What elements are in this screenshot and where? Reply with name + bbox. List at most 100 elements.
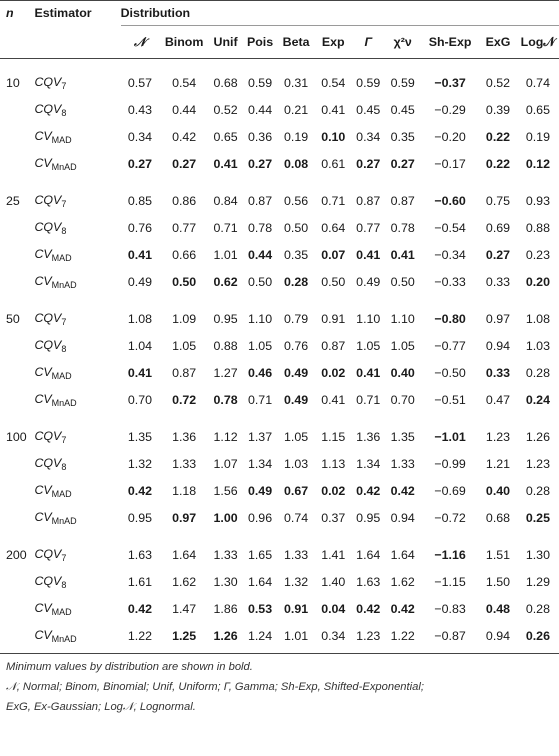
- value-cell: 0.53: [247, 601, 273, 616]
- value-cell: −0.50: [434, 365, 466, 380]
- value-cell: 0.42: [390, 483, 415, 498]
- value-cell: 1.41: [321, 547, 346, 562]
- value-cell: 0.02: [321, 483, 346, 498]
- n-cell: 50: [6, 311, 20, 326]
- value-cell: 0.40: [485, 483, 511, 498]
- estimator-name: CV: [34, 627, 52, 642]
- n-cell: [0, 450, 34, 477]
- table-row: 10 CQV7 0.57 0.54 0.68 0.59 0.31 0.54 0.59 0.59 −0…: [0, 69, 559, 96]
- value-cell: 0.33: [485, 365, 511, 380]
- table-row: 100 CQV7 1.35 1.36 1.12 1.37 1.05 1.15 1.36 1.35 −…: [0, 423, 559, 450]
- value-cell: 0.79: [284, 311, 309, 326]
- estimator-cell: CVMAD: [34, 359, 120, 386]
- value-cell: 0.24: [525, 392, 550, 407]
- n-cell: [0, 595, 34, 622]
- value-cell: 1.26: [525, 429, 550, 444]
- value-cell: 0.42: [172, 129, 197, 144]
- value-cell: 1.36: [172, 429, 197, 444]
- n-cell: [0, 268, 34, 295]
- value-cell: 0.93: [525, 193, 550, 208]
- value-cell: 0.10: [321, 129, 346, 144]
- value-cell: 1.23: [356, 628, 381, 643]
- value-cell: 0.59: [356, 75, 381, 90]
- value-cell: 0.88: [213, 338, 238, 353]
- value-cell: 1.21: [485, 456, 511, 471]
- n-cell: [0, 568, 34, 595]
- column-header: ExG: [479, 25, 517, 59]
- value-cell: 0.41: [213, 156, 238, 171]
- value-cell: 1.64: [172, 547, 197, 562]
- value-cell: 0.95: [356, 510, 381, 525]
- value-cell: 0.78: [213, 392, 238, 407]
- estimator-subscript: 7: [61, 434, 67, 445]
- value-cell: −1.15: [434, 574, 466, 589]
- value-cell: 0.52: [485, 75, 511, 90]
- value-cell: 0.56: [284, 193, 309, 208]
- value-cell: 0.68: [485, 510, 511, 525]
- table-row: CQV8 1.61 1.62 1.30 1.64 1.32 1.40 1.63 1.62 −1.1…: [0, 568, 559, 595]
- footnote-line-2: 𝒩, Normal; Binom, Binomial; Unif, Unifor…: [6, 681, 424, 693]
- value-cell: 0.35: [390, 129, 415, 144]
- estimator-name: CQV: [34, 74, 62, 89]
- value-cell: 0.27: [390, 156, 415, 171]
- estimator-cell: CQV8: [34, 450, 120, 477]
- value-cell: 0.35: [284, 247, 309, 262]
- value-cell: 1.30: [525, 547, 550, 562]
- estimator-name: CQV: [34, 219, 62, 234]
- estimator-name: CQV: [34, 573, 62, 588]
- estimator-subscript: MnAD: [51, 279, 77, 290]
- value-cell: 1.33: [390, 456, 415, 471]
- estimator-subscript: 8: [61, 343, 67, 354]
- value-cell: 1.27: [213, 365, 238, 380]
- column-header: Γ: [352, 25, 385, 59]
- value-cell: 1.22: [390, 628, 415, 643]
- table-row: CVMnAD 0.27 0.27 0.41 0.27 0.08 0.61 0.27 0.27 −0…: [0, 150, 559, 177]
- value-cell: 0.46: [247, 365, 273, 380]
- value-cell: 0.67: [284, 483, 309, 498]
- value-cell: 0.76: [284, 338, 309, 353]
- value-cell: 0.71: [213, 220, 238, 235]
- value-cell: 1.62: [172, 574, 197, 589]
- value-cell: −0.80: [434, 311, 466, 326]
- value-cell: 0.52: [213, 102, 238, 117]
- value-cell: 1.64: [247, 574, 273, 589]
- estimator-name: CV: [34, 600, 52, 615]
- value-cell: 0.86: [172, 193, 197, 208]
- value-cell: 0.87: [321, 338, 346, 353]
- value-cell: 1.04: [127, 338, 153, 353]
- value-cell: 1.13: [321, 456, 346, 471]
- value-cell: 1.05: [390, 338, 415, 353]
- value-cell: 1.24: [247, 628, 273, 643]
- value-cell: 0.78: [390, 220, 415, 235]
- value-cell: 0.61: [321, 156, 346, 171]
- table-row: CVMnAD 1.22 1.25 1.26 1.24 1.01 0.34 1.23 1.22 −0…: [0, 622, 559, 649]
- value-cell: 1.08: [127, 311, 153, 326]
- value-cell: 0.72: [172, 392, 197, 407]
- value-cell: 1.05: [356, 338, 381, 353]
- value-cell: 0.42: [390, 601, 415, 616]
- value-cell: 0.02: [321, 365, 346, 380]
- value-cell: 0.94: [485, 628, 511, 643]
- value-cell: 0.50: [284, 220, 309, 235]
- n-cell: [0, 241, 34, 268]
- estimator-name: CQV: [34, 546, 62, 561]
- value-cell: 0.22: [485, 129, 511, 144]
- value-cell: 0.68: [213, 75, 238, 90]
- value-cell: 0.27: [247, 156, 273, 171]
- value-cell: −0.99: [434, 456, 466, 471]
- value-cell: 1.65: [247, 547, 273, 562]
- estimator-subscript: MnAD: [51, 161, 77, 172]
- column-header: Sh-Exp: [421, 25, 480, 59]
- value-cell: 0.34: [127, 129, 153, 144]
- value-cell: −0.72: [434, 510, 466, 525]
- value-cell: 1.03: [284, 456, 309, 471]
- value-cell: 0.41: [127, 365, 153, 380]
- blank-header: [34, 25, 121, 59]
- n-cell: [0, 332, 34, 359]
- value-cell: 1.86: [213, 601, 238, 616]
- value-cell: 0.87: [390, 193, 415, 208]
- value-cell: 0.41: [390, 247, 415, 262]
- value-cell: 1.50: [485, 574, 511, 589]
- value-cell: 1.62: [390, 574, 415, 589]
- estimator-subscript: MnAD: [51, 397, 77, 408]
